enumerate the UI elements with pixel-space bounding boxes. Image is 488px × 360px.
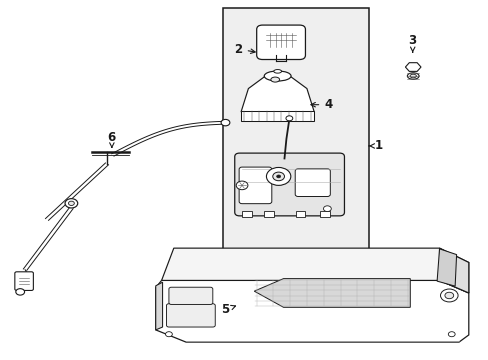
Text: 5: 5 [221, 303, 235, 316]
Circle shape [444, 292, 453, 299]
Circle shape [447, 332, 454, 337]
Text: 6: 6 [107, 131, 116, 147]
Polygon shape [405, 63, 420, 71]
Ellipse shape [273, 69, 281, 73]
Circle shape [276, 175, 280, 178]
Bar [264, 211, 273, 217]
Text: 2: 2 [234, 42, 255, 55]
Bar [242, 211, 251, 217]
Text: 3: 3 [408, 33, 416, 52]
Circle shape [272, 172, 284, 181]
Ellipse shape [409, 74, 415, 78]
Polygon shape [241, 76, 314, 112]
FancyBboxPatch shape [295, 169, 330, 197]
Bar [241, 111, 314, 121]
Circle shape [266, 167, 290, 185]
Ellipse shape [264, 71, 290, 81]
Circle shape [236, 181, 247, 190]
Bar [295, 211, 305, 217]
Polygon shape [436, 249, 456, 286]
FancyBboxPatch shape [15, 272, 33, 291]
Polygon shape [439, 248, 468, 293]
FancyBboxPatch shape [166, 304, 215, 327]
Circle shape [285, 116, 292, 121]
Polygon shape [254, 279, 409, 307]
Circle shape [16, 289, 24, 295]
Circle shape [65, 199, 78, 208]
Text: 1: 1 [368, 139, 382, 152]
Circle shape [323, 206, 330, 212]
FancyBboxPatch shape [239, 167, 271, 204]
Text: 4: 4 [310, 98, 332, 111]
Bar [320, 211, 329, 217]
FancyBboxPatch shape [168, 287, 212, 305]
Ellipse shape [270, 77, 279, 82]
Circle shape [165, 332, 172, 337]
Polygon shape [156, 280, 468, 342]
Circle shape [221, 120, 229, 126]
Circle shape [68, 201, 74, 206]
Polygon shape [161, 248, 468, 293]
FancyBboxPatch shape [256, 25, 305, 59]
Polygon shape [156, 282, 162, 330]
FancyBboxPatch shape [234, 153, 344, 216]
Ellipse shape [407, 73, 418, 79]
Circle shape [440, 289, 457, 302]
Bar [222, 8, 368, 252]
